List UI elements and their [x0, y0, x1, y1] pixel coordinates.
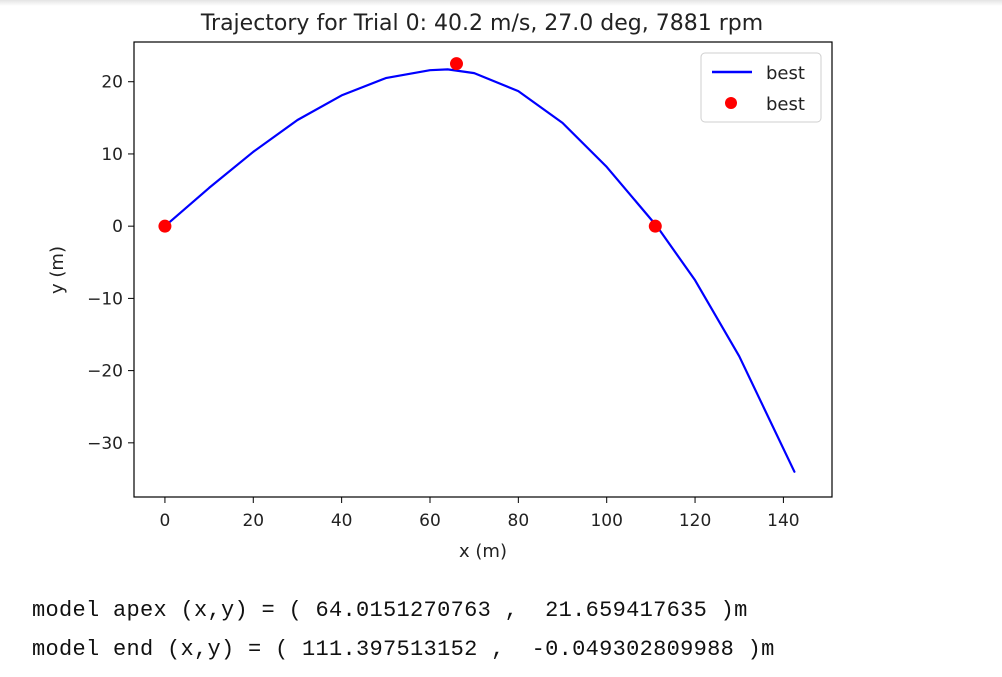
legend-label-marker: best — [766, 94, 805, 115]
x-tick-label: 60 — [419, 511, 441, 531]
x-tick-label: 40 — [331, 511, 353, 531]
y-axis-label: y (m) — [47, 246, 68, 294]
series-best-line — [163, 68, 796, 473]
y-tick-label: −30 — [87, 434, 123, 454]
y-tick-label: 20 — [101, 73, 123, 93]
series-best-point — [449, 57, 463, 71]
trajectory-chart: Trajectory for Trial 0: 40.2 m/s, 27.0 d… — [47, 11, 833, 562]
x-tick-label: 20 — [242, 511, 264, 531]
y-tick-label: −10 — [87, 289, 123, 309]
legend: best best — [700, 52, 822, 123]
legend-marker-swatch — [725, 97, 737, 109]
y-tick-label: 10 — [101, 145, 123, 165]
y-tick-label: −20 — [87, 362, 123, 382]
x-tick-label: 140 — [767, 511, 799, 531]
chart-title: Trajectory for Trial 0: 40.2 m/s, 27.0 d… — [200, 11, 763, 36]
x-tick-label: 0 — [160, 511, 171, 531]
x-axis-label: x (m) — [459, 541, 507, 562]
window-top-edge — [0, 0, 1002, 6]
x-tick-label: 80 — [508, 511, 530, 531]
legend-label-line: best — [766, 63, 805, 84]
series-best-point — [158, 219, 172, 233]
x-tick-label: 120 — [679, 511, 711, 531]
plot-area-frame — [133, 41, 833, 498]
y-tick-label: 0 — [112, 217, 123, 237]
series-best-point — [648, 219, 662, 233]
output-end-line: model end (x,y) = ( 111.397513152 , -0.0… — [32, 637, 775, 662]
x-tick-label: 100 — [590, 511, 622, 531]
output-apex-line: model apex (x,y) = ( 64.0151270763 , 21.… — [32, 598, 748, 623]
